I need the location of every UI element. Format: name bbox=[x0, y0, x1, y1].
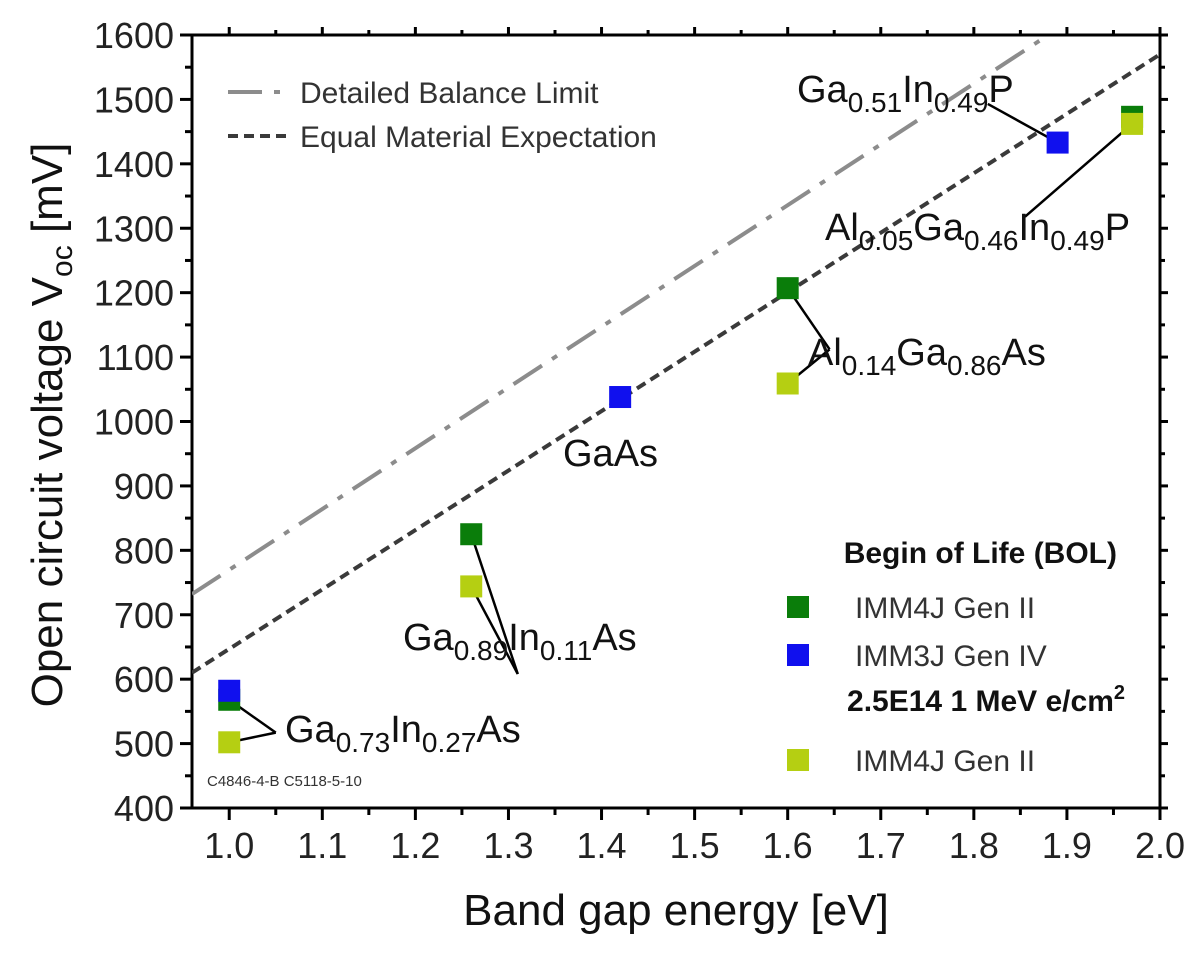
annotation-text: As bbox=[1002, 332, 1046, 374]
annotation-text: Ga bbox=[797, 69, 849, 111]
annotation-subscript: 0.05 bbox=[859, 225, 914, 256]
data-points-layer bbox=[218, 105, 1144, 754]
annotation-subscript: 0.14 bbox=[842, 350, 897, 381]
imm4j-gen-ii-irradiated-point bbox=[776, 372, 799, 395]
annotation-ga73: Ga0.73In0.27As bbox=[285, 709, 521, 758]
x-tick-label: 1.1 bbox=[297, 825, 347, 866]
annotation-leader-line bbox=[470, 585, 519, 675]
y-tick-label: 1300 bbox=[94, 208, 174, 249]
detailed-balance-limit-line bbox=[192, 35, 1050, 596]
annotation-text: P bbox=[988, 69, 1013, 111]
annotation-leader-line bbox=[470, 533, 519, 675]
annotation-subscript: 0.49 bbox=[934, 87, 989, 118]
y-tick-label: 500 bbox=[114, 724, 174, 765]
y-axis-title: Open circuit voltage Voc [mV] bbox=[23, 143, 79, 708]
legend-group-bol-title: Begin of Life (BOL) bbox=[844, 537, 1117, 570]
reference-lines-layer bbox=[192, 35, 1160, 675]
imm3j-gen-iv-bol-point bbox=[218, 679, 241, 702]
x-tick-label: 1.4 bbox=[577, 825, 627, 866]
y-tick-label: 1200 bbox=[94, 273, 174, 314]
x-tick-label: 1.3 bbox=[483, 825, 533, 866]
legend-line-label: Equal Material Expectation bbox=[300, 121, 657, 154]
annotation-text: P bbox=[1105, 207, 1130, 249]
annotation-leader-line bbox=[1024, 122, 1133, 218]
legend-group-irradiated-title: 2.5E14 1 MeV e/cm2 bbox=[847, 682, 1125, 718]
annotation-text: In bbox=[390, 709, 422, 751]
annotation-gainp: Ga0.51In0.49P bbox=[797, 69, 1014, 118]
legend-marker bbox=[787, 644, 809, 666]
legend-marker bbox=[787, 596, 809, 618]
imm4j-gen-ii-irradiated-point bbox=[218, 731, 241, 754]
annotation-algainp: Al0.05Ga0.46In0.49P bbox=[825, 207, 1130, 256]
legend: Detailed Balance Limit Equal Material Exp… bbox=[228, 77, 1125, 778]
legend-marker-label: IMM4J Gen II bbox=[855, 745, 1035, 778]
annotation-text: Al bbox=[825, 207, 859, 249]
annotation-gaas: GaAs bbox=[563, 433, 658, 475]
annotation-subscript: 0.73 bbox=[336, 727, 391, 758]
x-tick-label: 1.8 bbox=[949, 825, 999, 866]
imm3j-gen-iv-bol-point bbox=[609, 386, 632, 409]
x-tick-label: 2.0 bbox=[1135, 825, 1185, 866]
annotation-subscript: 0.89 bbox=[454, 635, 509, 666]
annotation-labels-layer: Ga0.51In0.49PAl0.05Ga0.46In0.49PAl0.14Ga… bbox=[285, 69, 1130, 758]
annotation-subscript: 0.46 bbox=[964, 225, 1019, 256]
annotation-subscript: 0.11 bbox=[540, 635, 592, 666]
imm4j-gen-ii-bol-point bbox=[776, 277, 799, 300]
x-tick-label: 1.7 bbox=[856, 825, 906, 866]
y-tick-label: 1600 bbox=[94, 15, 174, 56]
y-tick-label: 1100 bbox=[97, 337, 174, 378]
annotation-text: In bbox=[902, 69, 934, 111]
x-tick-label: 1.2 bbox=[390, 825, 440, 866]
annotation-ga89: Ga0.89In0.11As bbox=[403, 617, 637, 666]
y-tick-label: 1400 bbox=[94, 144, 174, 185]
x-axis-title: Band gap energy [eV] bbox=[463, 886, 889, 935]
x-tick-label: 1.5 bbox=[670, 825, 720, 866]
imm4j-gen-ii-irradiated-point bbox=[1121, 112, 1144, 135]
legend-marker-label: IMM3J Gen IV bbox=[855, 640, 1047, 673]
annotation-text: Al bbox=[808, 332, 842, 374]
y-tick-label: 1500 bbox=[94, 79, 174, 120]
annotation-leader-line bbox=[987, 102, 1059, 144]
annotation-subscript: 0.49 bbox=[1050, 225, 1105, 256]
annotation-algaas: Al0.14Ga0.86As bbox=[808, 332, 1046, 381]
imm3j-gen-iv-bol-point bbox=[1046, 131, 1069, 154]
annotation-text: Ga bbox=[913, 207, 965, 249]
y-tick-label: 900 bbox=[114, 466, 174, 507]
axes-layer: 1.0 1.1 1.2 1.3 1.4 1.5 1.6 1.7 1.8 1.9 2.0 400 500 6… bbox=[94, 15, 1185, 866]
annotation-subscript: 0.27 bbox=[422, 727, 477, 758]
y-tick-label: 400 bbox=[114, 788, 174, 829]
y-tick-label: 700 bbox=[114, 595, 174, 636]
annotation-text: In bbox=[508, 617, 540, 659]
x-tick-label: 1.9 bbox=[1042, 825, 1092, 866]
y-tick-label: 1000 bbox=[94, 402, 174, 443]
annotation-text: Ga bbox=[285, 709, 337, 751]
annotation-text: As bbox=[476, 709, 520, 751]
annotation-subscript: 0.86 bbox=[947, 350, 1002, 381]
y-tick-label: 600 bbox=[114, 659, 174, 700]
sample-id-note: C4846-4-B C5118-5-10 bbox=[207, 773, 362, 790]
legend-marker-label: IMM4J Gen II bbox=[855, 592, 1035, 625]
legend-group-irradiated-title-sup: 2 bbox=[1114, 682, 1125, 704]
y-axis-title-main: Open circuit voltage V bbox=[23, 276, 72, 707]
annotation-text: Ga bbox=[403, 617, 455, 659]
annotation-text: In bbox=[1019, 207, 1051, 249]
annotation-text: GaAs bbox=[563, 433, 658, 475]
x-tick-label: 1.6 bbox=[763, 825, 813, 866]
annotation-subscript: 0.51 bbox=[848, 87, 903, 118]
imm4j-gen-ii-irradiated-point bbox=[460, 575, 483, 598]
legend-line-label: Detailed Balance Limit bbox=[300, 77, 599, 110]
x-tick-label: 1.0 bbox=[204, 825, 254, 866]
annotation-text: Ga bbox=[896, 332, 948, 374]
legend-group-irradiated-title-main: 2.5E14 1 MeV e/cm bbox=[847, 685, 1114, 718]
y-axis-title-subscript: oc bbox=[46, 245, 79, 277]
legend-marker bbox=[787, 749, 809, 771]
y-axis-title-unit: [mV] bbox=[23, 143, 72, 246]
imm4j-gen-ii-bol-point bbox=[460, 523, 483, 546]
annotation-text: As bbox=[592, 617, 636, 659]
y-tick-label: 800 bbox=[114, 530, 174, 571]
